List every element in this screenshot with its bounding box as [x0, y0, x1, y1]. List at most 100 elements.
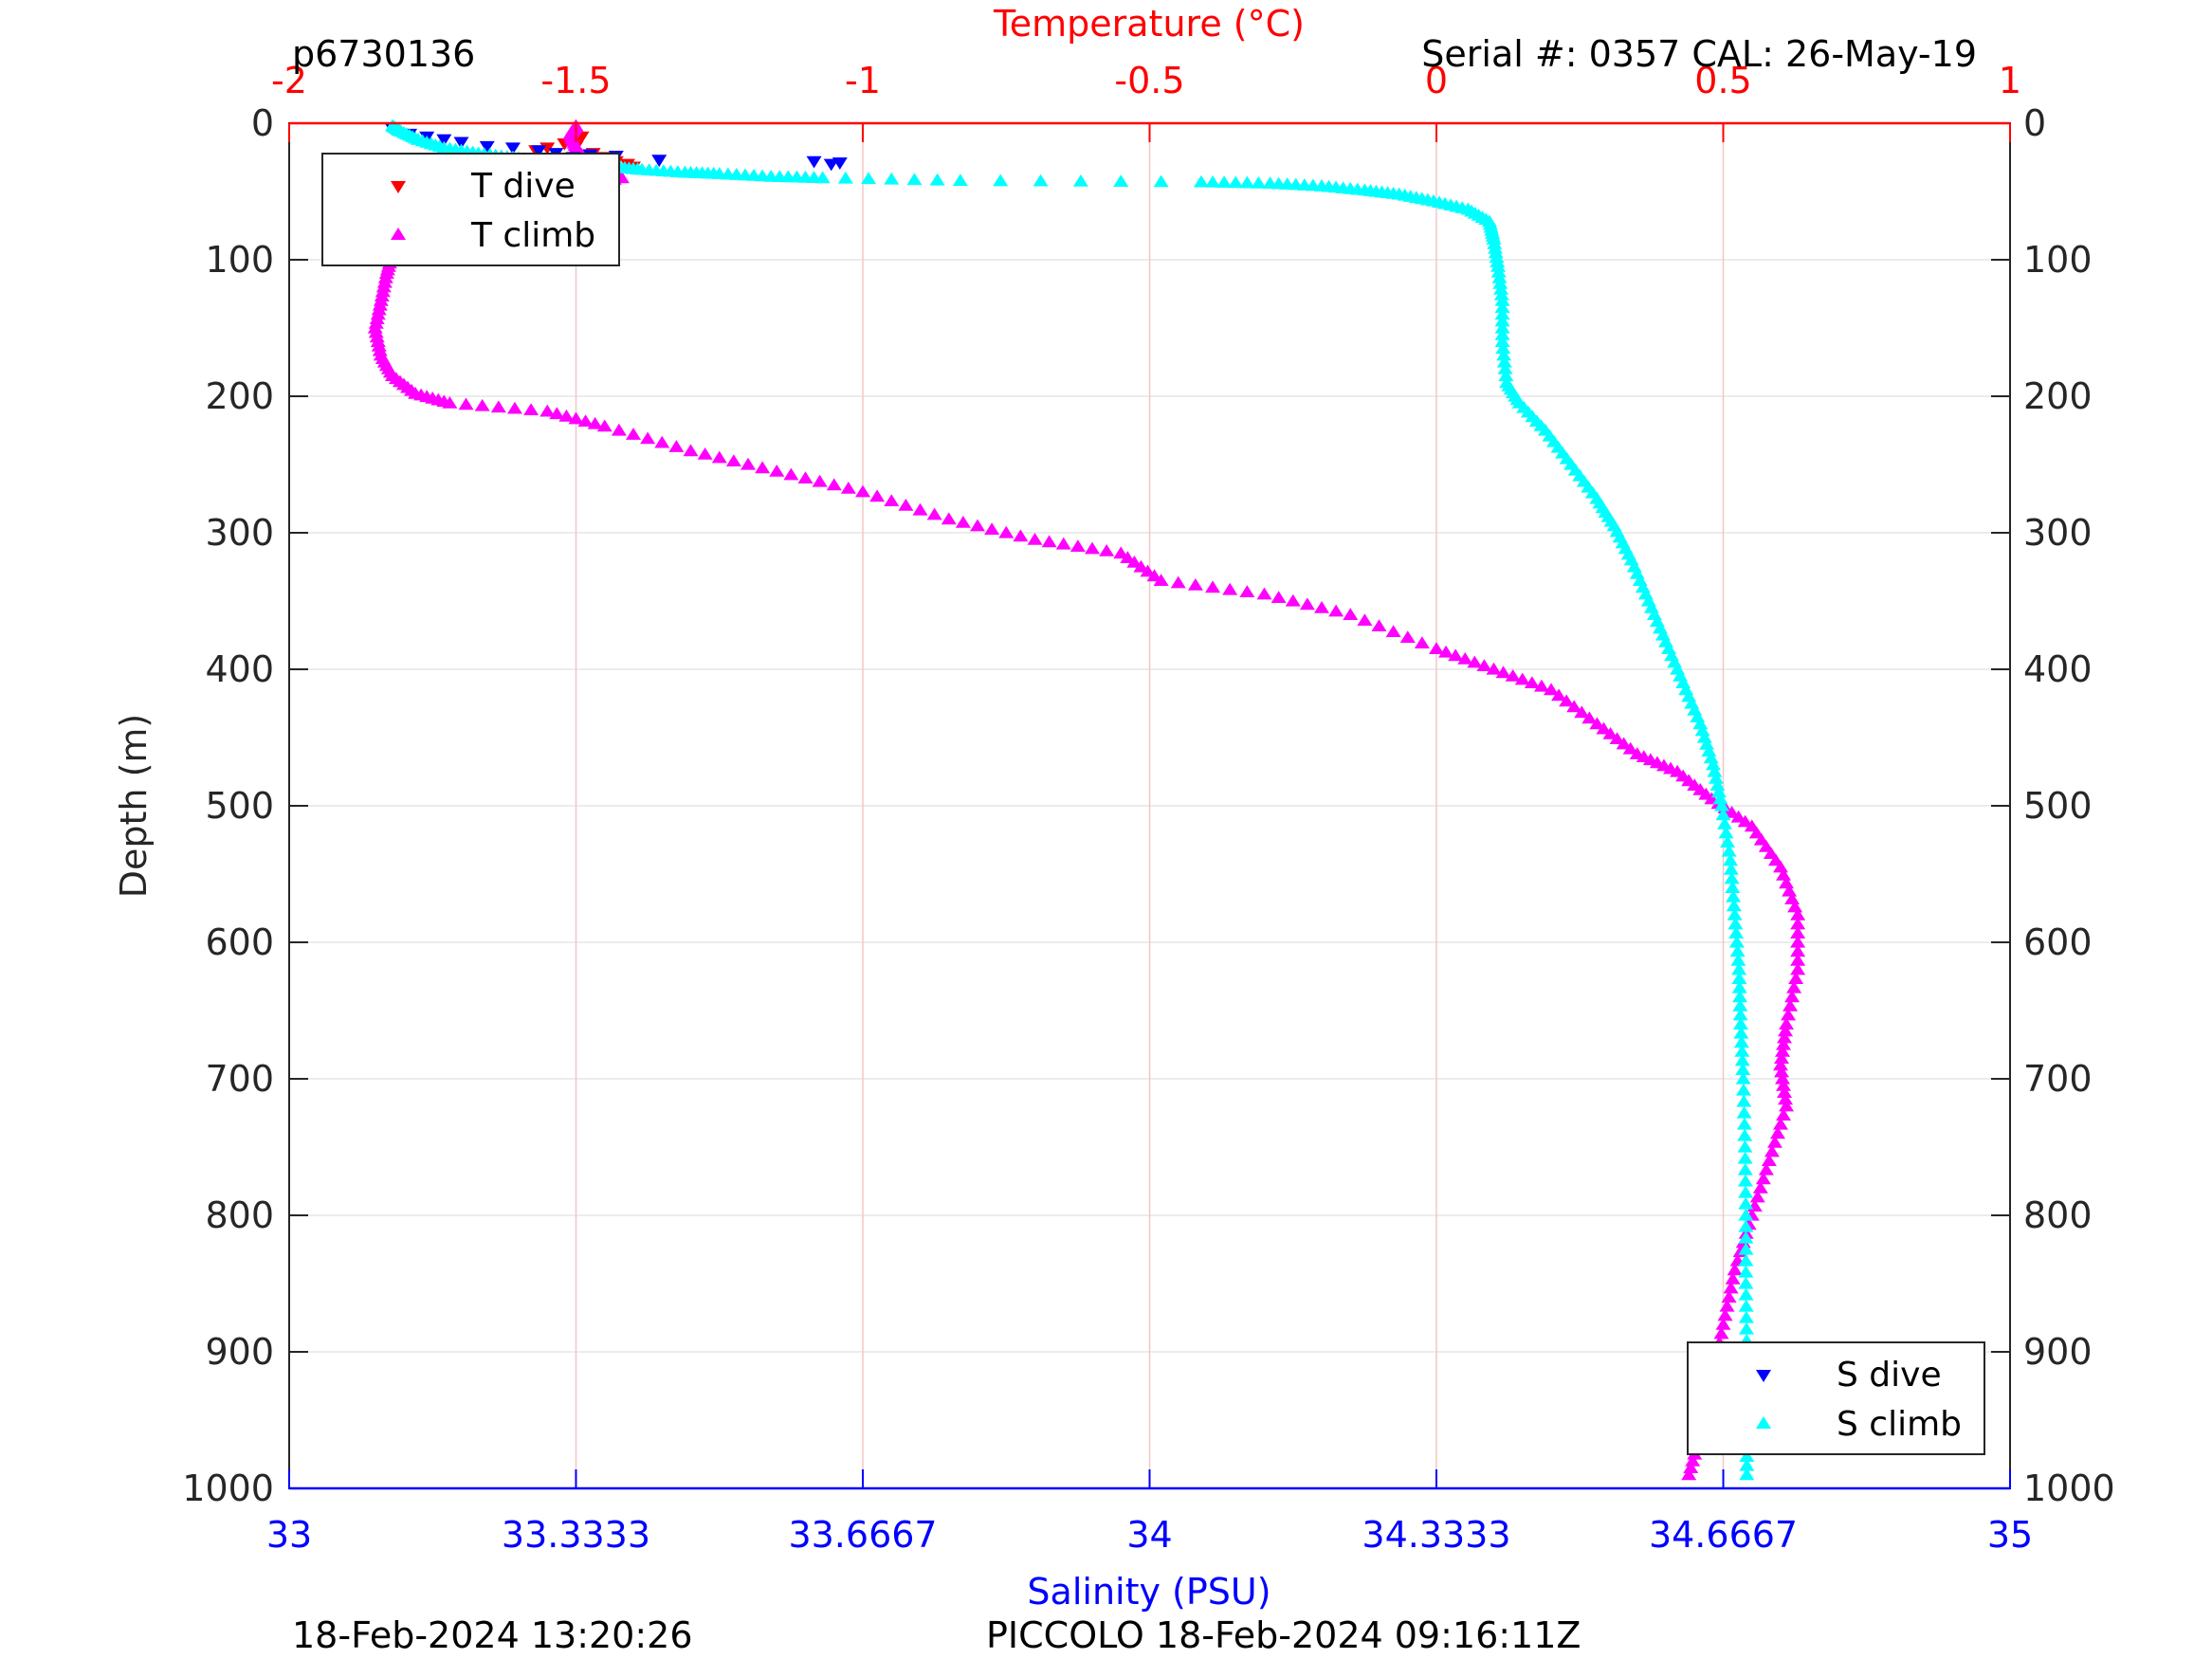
data-point: [1736, 1105, 1752, 1119]
data-points: [367, 118, 1806, 1481]
data-point: [1494, 307, 1510, 320]
data-point: [442, 396, 458, 409]
data-point: [1694, 723, 1710, 737]
data-point: [1727, 908, 1743, 921]
header-left-label: p6730136: [292, 33, 475, 75]
data-point: [1371, 619, 1387, 631]
axis-ticks: 0 0 100 100 200 200 300 300 400 400 500 500 600 600 70…: [182, 60, 2114, 1556]
data-point: [1726, 899, 1742, 912]
legend-s-climb-marker: [1756, 1416, 1771, 1429]
data-point: [1738, 1231, 1754, 1244]
data-point: [1187, 578, 1203, 591]
data-point: [1399, 630, 1416, 643]
data-point: [1774, 1065, 1790, 1078]
legend-salinity: S dive S climb: [1687, 1341, 1985, 1455]
legend-t-dive-label: T dive: [470, 167, 576, 206]
data-point: [1683, 1461, 1699, 1473]
data-point: [1738, 1265, 1754, 1278]
data-point: [1385, 625, 1401, 637]
salinity-tick-label: 34: [1126, 1514, 1172, 1556]
data-point: [861, 172, 877, 185]
data-point: [1496, 355, 1512, 368]
data-point: [1776, 868, 1792, 881]
data-point: [577, 414, 594, 427]
data-point: [1784, 990, 1801, 1003]
data-point: [1494, 335, 1510, 347]
data-point: [1494, 301, 1510, 313]
data-point: [806, 155, 822, 169]
data-point: [926, 507, 942, 520]
data-point: [1732, 990, 1748, 1003]
data-point: [458, 397, 474, 410]
data-point: [1228, 175, 1244, 189]
data-point: [1738, 1299, 1754, 1312]
data-point: [929, 173, 945, 186]
data-point: [1609, 732, 1625, 745]
data-point: [568, 411, 584, 425]
data-point: [1764, 1144, 1780, 1158]
salinity-tick-label: 33: [266, 1514, 312, 1556]
data-point: [769, 465, 785, 477]
data-point: [1486, 662, 1502, 675]
data-point: [1494, 294, 1510, 306]
data-point: [826, 478, 842, 491]
data-point: [855, 484, 870, 498]
data-point: [504, 142, 521, 155]
data-point: [1205, 174, 1221, 188]
data-point: [1719, 1299, 1735, 1312]
depth-tick-label-right: 800: [2023, 1194, 2093, 1236]
data-point: [1494, 314, 1510, 327]
data-point: [1774, 1051, 1790, 1064]
data-point: [1490, 265, 1507, 278]
data-point: [587, 416, 603, 429]
data-point: [906, 173, 923, 186]
data-point: [1559, 694, 1575, 707]
data-point: [668, 440, 685, 452]
depth-tick-label-right: 200: [2023, 375, 2093, 417]
data-point: [1113, 174, 1129, 188]
data-point: [1602, 726, 1618, 739]
data-point: [1055, 537, 1071, 550]
data-point: [1723, 863, 1739, 875]
data-point: [539, 404, 556, 417]
data-point: [1724, 806, 1740, 818]
data-point: [1721, 1290, 1737, 1303]
data-point: [1730, 954, 1746, 966]
data-point: [558, 409, 575, 422]
data-point: [1707, 764, 1723, 777]
data-point: [884, 172, 900, 185]
series-t-climb: [367, 118, 1806, 1481]
data-point: [832, 157, 848, 170]
data-point: [1735, 1063, 1751, 1075]
depth-tick-label-left: 100: [205, 239, 274, 281]
data-point: [1734, 1045, 1750, 1057]
data-point: [1782, 999, 1799, 1012]
data-point: [1616, 737, 1632, 750]
data-point: [814, 171, 831, 184]
data-point: [1146, 569, 1162, 582]
data-point: [1720, 835, 1736, 848]
data-point: [506, 401, 522, 414]
depth-tick-label-left: 300: [205, 512, 274, 554]
temperature-tick-label: 1: [1999, 60, 2021, 101]
data-point: [1732, 999, 1748, 1012]
data-point: [1216, 175, 1233, 188]
data-point: [1622, 741, 1638, 755]
data-point: [1731, 962, 1747, 975]
data-point: [1739, 1468, 1755, 1481]
legend-t-climb-marker: [391, 228, 406, 240]
data-point: [1787, 900, 1803, 913]
data-point: [1733, 1026, 1749, 1039]
depth-tick-label-right: 1000: [2023, 1468, 2115, 1509]
data-point: [1712, 792, 1728, 805]
data-point: [1239, 585, 1255, 597]
data-point: [1725, 881, 1741, 893]
data-point: [1170, 575, 1186, 589]
data-point: [1193, 174, 1209, 188]
data-point: [1738, 1253, 1754, 1267]
depth-tick-label-right: 600: [2023, 921, 2093, 963]
data-point: [1715, 808, 1731, 821]
data-point: [1721, 844, 1737, 857]
data-point: [1738, 1208, 1754, 1221]
data-point: [1566, 700, 1582, 713]
